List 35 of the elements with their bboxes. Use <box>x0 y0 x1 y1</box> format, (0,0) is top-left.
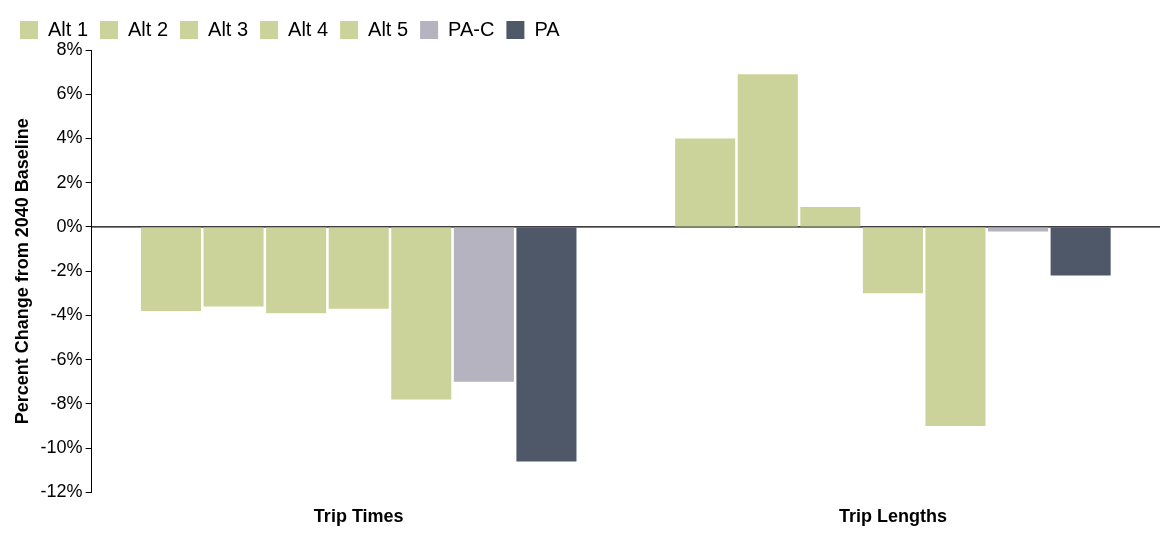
y-tick-label: 6% <box>56 83 83 104</box>
y-tick-label: -8% <box>50 392 83 413</box>
legend-label: Alt 2 <box>128 17 169 40</box>
bar <box>737 74 798 227</box>
legend-label: PA <box>534 17 561 40</box>
bar <box>391 227 452 400</box>
y-tick-label: 4% <box>56 127 83 148</box>
y-tick-label: -6% <box>50 348 83 369</box>
legend-label: PA-C <box>448 17 495 40</box>
y-tick-label: -4% <box>50 304 83 325</box>
bar <box>862 227 923 294</box>
legend-label: Alt 4 <box>288 17 329 40</box>
bar <box>140 227 202 312</box>
legend-label: Alt 3 <box>208 17 249 40</box>
y-tick-label: 0% <box>56 215 83 236</box>
bar <box>328 227 389 309</box>
bar <box>800 207 861 227</box>
bar <box>266 227 327 314</box>
y-tick-label: 8% <box>56 38 83 59</box>
bar <box>925 227 986 427</box>
y-axis-title: Percent Change from 2040 Baseline <box>11 118 32 425</box>
bar <box>1050 227 1111 276</box>
y-tick-label: -2% <box>50 260 83 281</box>
bar <box>988 227 1049 232</box>
legend-label: Alt 1 <box>48 17 89 40</box>
bar <box>516 227 577 462</box>
y-tick-label: 2% <box>56 171 83 192</box>
bar <box>453 227 514 382</box>
legend-label: Alt 5 <box>368 17 409 40</box>
x-tick-label: Trip Lengths <box>838 506 947 527</box>
bar <box>675 138 736 227</box>
y-tick-label: -12% <box>40 481 83 502</box>
bar <box>203 227 264 307</box>
y-tick-label: -10% <box>40 437 83 458</box>
x-tick-label: Trip Times <box>313 506 404 527</box>
